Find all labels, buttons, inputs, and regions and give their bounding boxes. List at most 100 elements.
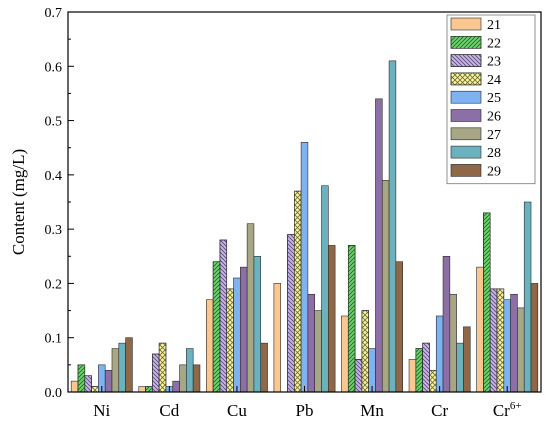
bar-fill [408,359,417,393]
legend-label: 27 [487,128,501,143]
legend-swatch [450,109,482,122]
bar-28-Cu [253,255,262,393]
legend-swatch [450,127,482,141]
bar-fill [172,380,180,393]
bar-26-Pb [307,293,315,393]
bar-hatch [287,234,295,393]
bar-24-Cr [429,369,437,393]
bar-29-Cr6+ [530,283,539,393]
bar-hatch [354,359,363,393]
x-tick-label: Cd [159,401,179,420]
bar-fill [206,299,214,393]
legend-item-26: 26 [450,109,501,125]
bar-27-Cr6+ [517,307,525,393]
bar-27-Cu [246,223,255,393]
bar-hatch [212,261,221,393]
legend-swatch [450,145,482,159]
legend-label: 28 [487,146,501,161]
bar-26-Cr6+ [510,293,518,393]
x-tick-label: Cu [227,401,247,420]
bar-fill [118,342,126,393]
bar-fill [233,277,241,393]
legend-label: 25 [487,91,501,106]
bar-28-Cd [186,348,194,393]
bar-24-Mn [361,310,369,393]
x-tick-label: Cr [431,401,448,420]
bar-fill [476,266,484,393]
y-tick-label: 0.7 [45,6,63,21]
bar-24-Ni [91,386,99,393]
legend-item-24: 24 [450,72,501,88]
bar-25-Cr6+ [503,299,511,393]
bar-28-Ni [118,342,126,393]
bar-fill [179,364,187,393]
bar-fill [327,245,336,393]
legend-label: 21 [487,18,501,33]
legend-label: 24 [487,73,501,88]
x-tick-label: Pb [296,401,314,420]
y-tick-label: 0.5 [45,115,63,130]
bar-hatch [145,386,153,393]
legend-item-25: 25 [450,90,501,106]
bar-hatch [77,364,86,393]
bar-fill [321,185,329,393]
bar-23-Ni [84,375,92,393]
bar-24-Cr6+ [496,288,505,393]
bar-fill [273,283,281,393]
bar-fill [186,348,194,393]
bar-fill [435,315,444,393]
y-tick-label: 0.4 [45,169,63,184]
bar-fill [125,337,133,393]
bar-hatch [415,348,423,393]
bar-fill [456,342,464,393]
legend-swatch-hatch [450,54,482,67]
y-tick-label: 0.3 [45,223,63,238]
bar-27-Ni [111,348,120,393]
bar-fill [395,261,403,393]
bar-fill [530,283,539,393]
legend-item-27: 27 [450,127,501,143]
bar-fill [463,326,471,393]
bar-27-Mn [381,179,390,393]
bar-fill [442,255,451,393]
bar-23-Cd [152,353,160,393]
legend-item-23: 23 [450,54,501,70]
y-tick-label: 0.6 [45,60,63,75]
bar-hatch [152,353,160,393]
bar-29-Mn [395,261,403,393]
bar-26-Mn [375,98,383,393]
bar-27-Cr [449,293,457,393]
legend-label: 23 [487,55,501,70]
bar-fill [240,266,248,393]
bar-22-Cu [212,261,221,393]
legend: 21 22 23 24 25 26 27 28 29 [446,14,536,185]
bar-hatch [489,288,498,393]
legend-swatch-hatch [450,35,482,49]
bar-22-Mn [347,245,356,393]
legend-label: 26 [487,110,501,125]
bar-22-Cr6+ [483,212,491,393]
bar-25-Pb [300,141,309,393]
bar-fill [449,293,457,393]
bar-hatch [483,212,491,393]
bar-24-Pb [293,190,302,393]
bar-hatch [422,342,430,393]
bar-29-Pb [327,245,336,393]
bar-hatch [429,369,437,393]
bar-21-Cr6+ [476,266,484,393]
bar-fill [104,369,113,393]
bar-28-Cr [456,342,464,393]
bar-fill [388,60,397,393]
bar-25-Cr [435,315,444,393]
legend-swatch [450,164,482,177]
x-tick-label: Mn [360,401,384,420]
bar-fill [517,307,525,393]
bar-hatch [293,190,302,393]
bar-fill [111,348,120,393]
bar-fill [260,342,268,393]
bar-fill [138,386,146,393]
bar-23-Cr6+ [489,288,498,393]
bar-hatch [347,245,356,393]
bar-22-Cd [145,386,153,393]
